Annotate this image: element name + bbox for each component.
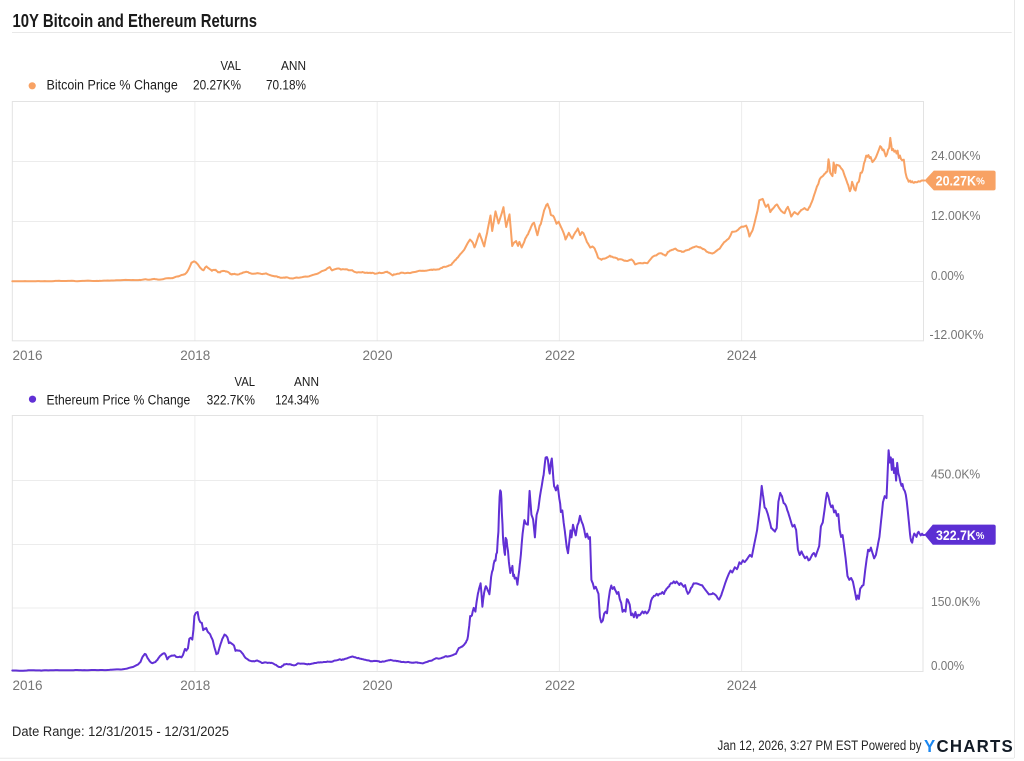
svg-text:ANN: ANN bbox=[294, 374, 319, 389]
svg-text:24.00K%: 24.00K% bbox=[931, 148, 981, 163]
svg-text:12.00K%: 12.00K% bbox=[931, 208, 981, 223]
svg-text:150.0K%: 150.0K% bbox=[931, 594, 981, 609]
svg-text:2020: 2020 bbox=[362, 348, 392, 363]
svg-text:2024: 2024 bbox=[727, 678, 758, 693]
svg-text:Ethereum Price % Change: Ethereum Price % Change bbox=[47, 393, 191, 408]
svg-text:2022: 2022 bbox=[545, 678, 575, 693]
svg-text:Jan 12, 2026, 3:27 PM EST Powe: Jan 12, 2026, 3:27 PM EST Powered by bbox=[718, 738, 922, 753]
svg-text:10Y Bitcoin and Ethereum Retur: 10Y Bitcoin and Ethereum Returns bbox=[13, 10, 258, 31]
svg-text:2016: 2016 bbox=[12, 348, 42, 363]
svg-text:2018: 2018 bbox=[180, 678, 210, 693]
svg-text:20.27K%: 20.27K% bbox=[936, 173, 986, 188]
svg-text:20.27K%: 20.27K% bbox=[193, 78, 241, 93]
svg-text:124.34%: 124.34% bbox=[275, 393, 319, 408]
svg-text:-12.00K%: -12.00K% bbox=[930, 327, 984, 342]
svg-text:2022: 2022 bbox=[545, 348, 575, 363]
svg-text:322.7K%: 322.7K% bbox=[207, 393, 255, 408]
svg-text:0.00%: 0.00% bbox=[931, 268, 964, 283]
svg-text:0.00%: 0.00% bbox=[931, 658, 964, 673]
svg-text:VAL: VAL bbox=[235, 374, 256, 389]
svg-text:450.0K%: 450.0K% bbox=[931, 467, 981, 482]
svg-text:Bitcoin Price % Change: Bitcoin Price % Change bbox=[47, 78, 178, 93]
svg-text:2018: 2018 bbox=[180, 348, 210, 363]
svg-text:YCHARTS: YCHARTS bbox=[924, 736, 1014, 756]
svg-text:Date Range: 12/31/2015 - 12/31: Date Range: 12/31/2015 - 12/31/2025 bbox=[12, 724, 229, 739]
svg-text:70.18%: 70.18% bbox=[266, 78, 306, 93]
svg-text:VAL: VAL bbox=[221, 58, 242, 73]
svg-text:2020: 2020 bbox=[362, 678, 392, 693]
svg-text:322.7K%: 322.7K% bbox=[936, 528, 985, 543]
svg-text:2016: 2016 bbox=[12, 678, 42, 693]
svg-text:ANN: ANN bbox=[281, 58, 306, 73]
svg-text:2024: 2024 bbox=[727, 348, 758, 363]
